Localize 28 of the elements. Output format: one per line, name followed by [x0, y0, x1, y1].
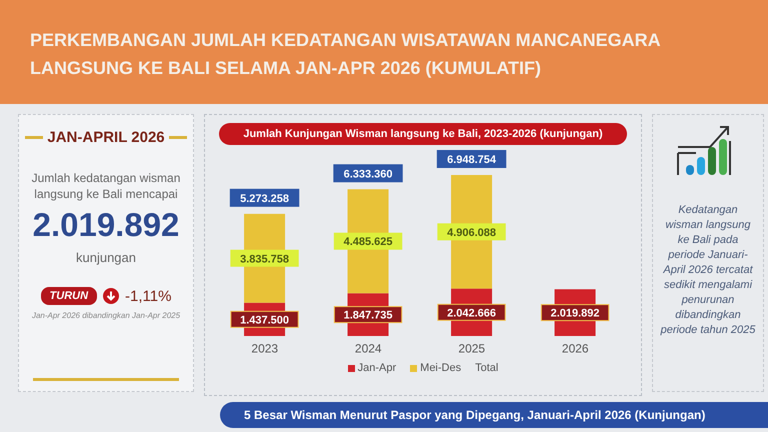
legend-label: Jan-Apr — [358, 362, 396, 374]
text: JAN-APRIL 2026 — [47, 129, 165, 146]
x-tick-label: 2025 — [458, 342, 486, 356]
x-tick-label: 2026 — [562, 342, 589, 356]
text: 2.019.892 — [32, 206, 180, 244]
text: 5 Besar Wisman Menurut Paspor yang Dipegang, Januari-April 2026 (Kunjungan) — [220, 402, 768, 428]
data-label: 4.906.088 — [447, 226, 496, 239]
data-label: 2.042.666 — [447, 307, 496, 320]
data-label: 3.835.758 — [240, 253, 290, 266]
text: Jumlah kedatangan wisman langsung ke Bali mencapai — [31, 170, 181, 202]
text: -1,11% — [125, 288, 172, 304]
total-label: 6.333.360 — [344, 168, 393, 180]
total-label: 5.273.258 — [240, 192, 290, 205]
text: Jan-Apr 2026 dibandingkan Jan-Apr 2025 — [30, 311, 182, 320]
data-label: 4.485.625 — [344, 236, 393, 248]
text: PERKEMBANGAN JUMLAH KEDATANGAN WISATAWAN MANCANEGARA LANGSUNG KE BALI SELAMA JAN-APR 2026 (KUMULATIF) — [30, 29, 661, 80]
text: TURUN — [40, 287, 98, 305]
legend-label: Mei-Des — [420, 362, 462, 374]
data-label: 1.437.500 — [240, 314, 290, 326]
x-tick-label: 2024 — [354, 342, 382, 356]
total-label: 6.948.754 — [447, 154, 497, 166]
chart-title: Jumlah Kunjungan Wisman langsung ke Bali, 2023-2026 (kunjungan) — [219, 123, 627, 145]
data-label: 2.019.892 — [550, 308, 600, 320]
data-label: 1.847.735 — [344, 310, 393, 322]
text: Kedatangan wisman langsung ke Bali pada periode Januari-April 2026 tercatat sedikit mengalami penurunan dibandingkan periode tahun 2025 — [660, 204, 756, 336]
x-tick-label: 2023 — [251, 342, 278, 356]
text: kunjungan — [75, 250, 137, 265]
text: Total — [475, 362, 498, 374]
